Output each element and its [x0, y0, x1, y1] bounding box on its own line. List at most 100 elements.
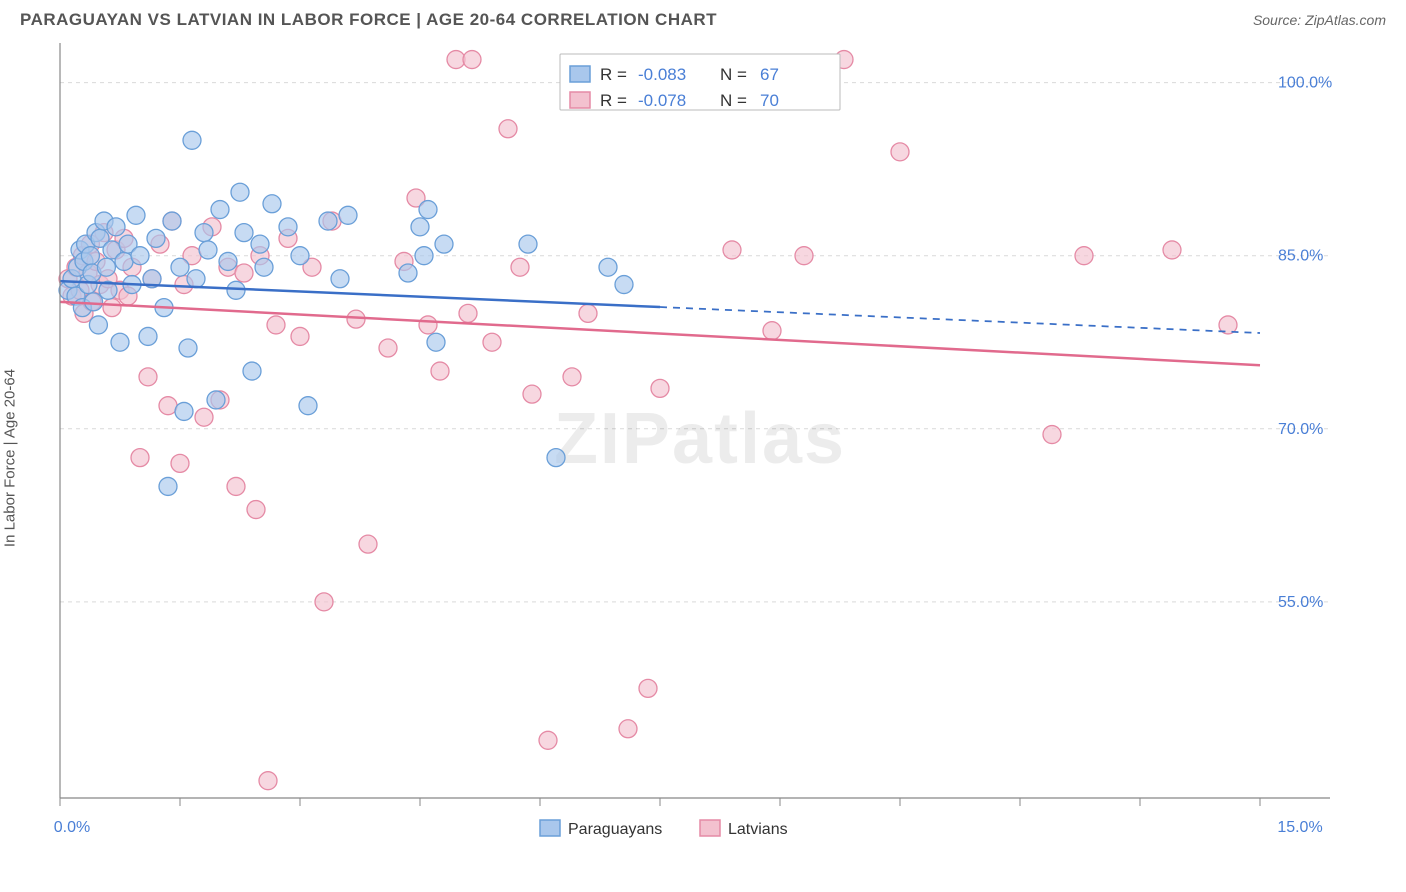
legend-stat: N = — [720, 91, 747, 110]
data-point — [171, 454, 189, 472]
data-point — [199, 241, 217, 259]
data-point — [379, 339, 397, 357]
data-point — [511, 258, 529, 276]
x-min-label: 0.0% — [54, 819, 90, 836]
data-point — [547, 449, 565, 467]
data-point — [255, 258, 273, 276]
data-point — [619, 720, 637, 738]
data-point — [235, 264, 253, 282]
data-point — [115, 252, 133, 270]
data-point — [207, 391, 225, 409]
y-axis-label: In Labor Force | Age 20-64 — [2, 369, 19, 547]
data-point — [523, 385, 541, 403]
data-point — [347, 310, 365, 328]
x-max-label: 15.0% — [1277, 819, 1322, 836]
data-point — [183, 131, 201, 149]
data-point — [539, 731, 557, 749]
data-point — [159, 397, 177, 415]
data-point — [599, 258, 617, 276]
data-point — [891, 143, 909, 161]
data-point — [459, 304, 477, 322]
legend-stat: -0.083 — [638, 65, 686, 84]
data-point — [339, 206, 357, 224]
data-point — [1075, 247, 1093, 265]
data-point — [127, 206, 145, 224]
chart-title: PARAGUAYAN VS LATVIAN IN LABOR FORCE | A… — [20, 10, 717, 30]
scatter-chart: 55.0% 70.0% 85.0% 100.0% ZIPatlas 0.0% 15.0% R … — [20, 38, 1350, 878]
data-point — [227, 477, 245, 495]
data-point — [723, 241, 741, 259]
data-point — [267, 316, 285, 334]
data-point — [171, 258, 189, 276]
data-point — [299, 397, 317, 415]
legend-swatch — [570, 92, 590, 108]
data-point — [279, 218, 297, 236]
data-point — [1043, 426, 1061, 444]
data-point — [331, 270, 349, 288]
data-point — [81, 247, 99, 265]
legend-swatch — [700, 820, 720, 836]
data-point — [131, 247, 149, 265]
data-point — [1163, 241, 1181, 259]
watermark: ZIPatlas — [554, 399, 846, 479]
y-tick-label: 55.0% — [1278, 594, 1323, 611]
data-point — [435, 235, 453, 253]
legend-stat: R = — [600, 91, 627, 110]
trend-line — [60, 302, 1260, 365]
data-point — [163, 212, 181, 230]
data-point — [795, 247, 813, 265]
data-point — [419, 316, 437, 334]
data-point — [259, 772, 277, 790]
data-point — [131, 449, 149, 467]
data-point — [247, 501, 265, 519]
data-point — [315, 593, 333, 611]
data-point — [519, 235, 537, 253]
data-point — [427, 333, 445, 351]
y-tick-label: 85.0% — [1278, 248, 1323, 265]
data-point — [639, 679, 657, 697]
data-point — [447, 51, 465, 69]
data-point — [263, 195, 281, 213]
data-point — [111, 333, 129, 351]
y-tick-label: 100.0% — [1278, 75, 1332, 92]
chart-area: In Labor Force | Age 20-64 55.0%70.0%85.… — [20, 38, 1386, 878]
data-point — [579, 304, 597, 322]
data-point — [139, 368, 157, 386]
data-point — [291, 247, 309, 265]
legend-stat: -0.078 — [638, 91, 686, 110]
legend-stat: 67 — [760, 65, 779, 84]
data-point — [219, 252, 237, 270]
data-point — [103, 299, 121, 317]
data-point — [763, 322, 781, 340]
data-point — [159, 477, 177, 495]
data-point — [499, 120, 517, 138]
data-point — [463, 51, 481, 69]
data-point — [415, 247, 433, 265]
data-point — [227, 281, 245, 299]
legend-stat: 70 — [760, 91, 779, 110]
data-point — [231, 183, 249, 201]
data-point — [563, 368, 581, 386]
legend-swatch — [540, 820, 560, 836]
data-point — [419, 201, 437, 219]
data-point — [651, 379, 669, 397]
data-point — [107, 218, 125, 236]
data-point — [615, 276, 633, 294]
data-point — [483, 333, 501, 351]
data-point — [97, 258, 115, 276]
data-point — [411, 218, 429, 236]
y-tick-label: 70.0% — [1278, 421, 1323, 438]
data-point — [319, 212, 337, 230]
legend-series-label: Paraguayans — [568, 821, 662, 838]
data-point — [431, 362, 449, 380]
data-point — [291, 327, 309, 345]
data-point — [211, 201, 229, 219]
legend-swatch — [570, 66, 590, 82]
data-point — [179, 339, 197, 357]
data-point — [175, 402, 193, 420]
data-point — [243, 362, 261, 380]
data-point — [195, 408, 213, 426]
data-point — [195, 224, 213, 242]
legend-stat: R = — [600, 65, 627, 84]
legend-stat: N = — [720, 65, 747, 84]
